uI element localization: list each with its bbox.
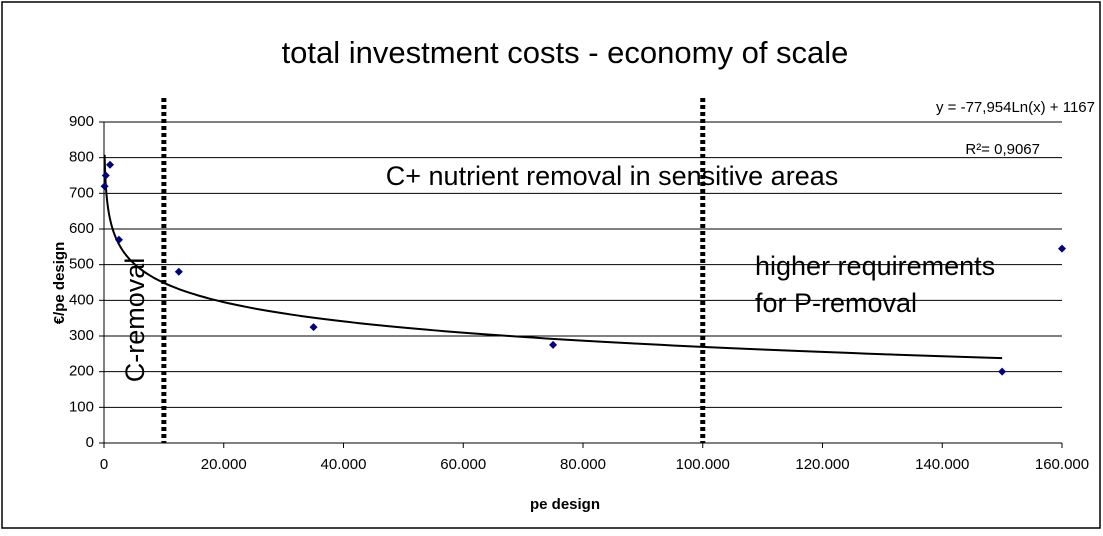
x-tick-label: 120.000	[795, 456, 849, 473]
annotation: C+ nutrient removal in sensitive areas	[386, 161, 838, 191]
x-tick-label: 100.000	[676, 456, 730, 473]
x-tick-label: 160.000	[1035, 456, 1089, 473]
x-tick-label: 40.000	[321, 456, 367, 473]
x-tick-label: 140.000	[915, 456, 969, 473]
trendline-r2: R²= 0,9067	[965, 141, 1040, 158]
chart-title: total investment costs - economy of scal…	[282, 35, 849, 70]
y-axis-label: €/pe design	[51, 242, 68, 325]
data-point	[998, 367, 1007, 376]
data-point	[105, 160, 114, 169]
x-tick-label: 0	[100, 456, 108, 473]
annotation: C-removal	[120, 258, 150, 383]
x-tick-label: 20.000	[201, 456, 247, 473]
data-point	[1058, 244, 1066, 253]
data-point	[549, 340, 558, 349]
data-point	[174, 267, 183, 276]
y-tick-label: 900	[69, 113, 94, 130]
y-tick-label: 700	[69, 184, 94, 201]
data-point	[101, 171, 110, 180]
x-tick-label: 80.000	[560, 456, 606, 473]
annotation: for P-removal	[755, 288, 917, 318]
data-point	[309, 323, 318, 332]
y-tick-label: 100	[69, 398, 94, 415]
data-point	[114, 235, 123, 244]
data-point	[100, 182, 109, 191]
y-tick-label: 0	[86, 434, 94, 451]
x-axis-label: pe design	[530, 496, 600, 513]
annotation: higher requirements	[755, 251, 995, 281]
x-tick-label: 60.000	[440, 456, 486, 473]
y-tick-label: 800	[69, 149, 94, 166]
y-tick-label: 500	[69, 256, 94, 273]
y-tick-label: 600	[69, 220, 94, 237]
y-tick-label: 300	[69, 327, 94, 344]
y-tick-label: 200	[69, 363, 94, 380]
trendline-equation: y = -77,954Ln(x) + 1167	[936, 99, 1095, 116]
y-tick-label: 400	[69, 291, 94, 308]
